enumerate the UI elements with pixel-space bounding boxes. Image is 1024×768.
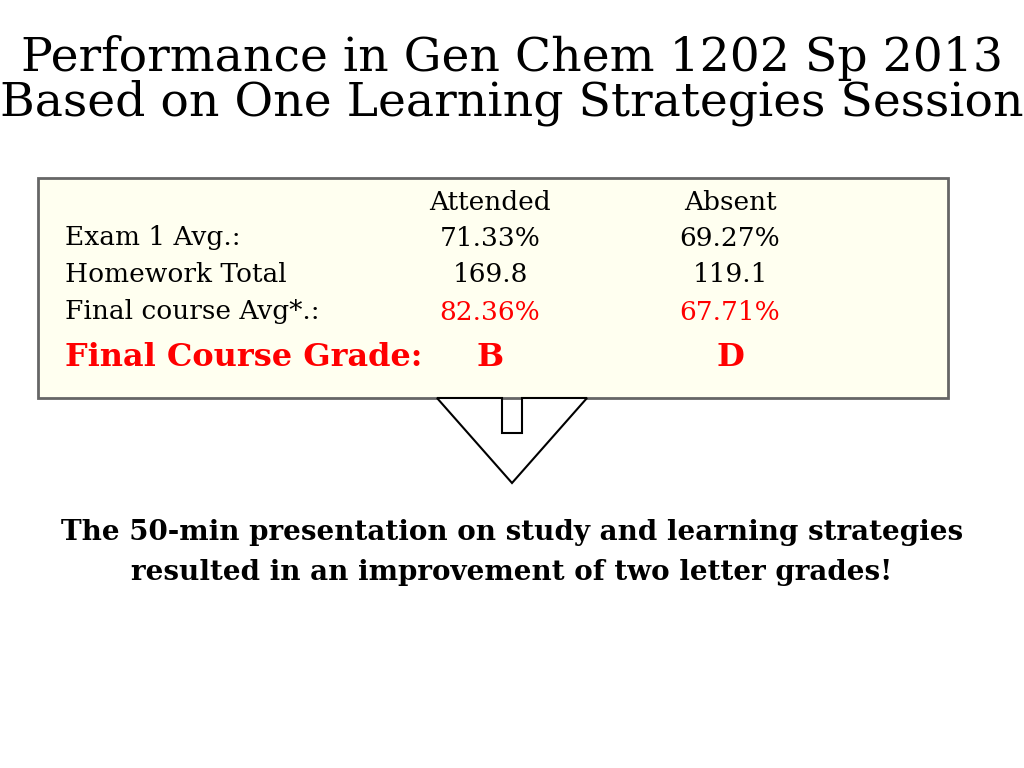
Text: The 50-min presentation on study and learning strategies: The 50-min presentation on study and lea…: [61, 519, 963, 547]
Text: Final course Avg*.:: Final course Avg*.:: [65, 300, 319, 325]
Text: 69.27%: 69.27%: [680, 226, 780, 250]
Text: Exam 1 Avg.:: Exam 1 Avg.:: [65, 226, 241, 250]
Text: Absent: Absent: [684, 190, 776, 216]
Text: Performance in Gen Chem 1202 Sp 2013: Performance in Gen Chem 1202 Sp 2013: [22, 35, 1002, 81]
Polygon shape: [437, 398, 587, 483]
Text: 71.33%: 71.33%: [439, 226, 541, 250]
Text: 67.71%: 67.71%: [680, 300, 780, 325]
Text: resulted in an improvement of two letter grades!: resulted in an improvement of two letter…: [131, 560, 893, 587]
Text: 169.8: 169.8: [453, 263, 527, 287]
Text: Attended: Attended: [429, 190, 551, 216]
Text: Homework Total: Homework Total: [65, 263, 287, 287]
Text: 119.1: 119.1: [692, 263, 768, 287]
FancyBboxPatch shape: [38, 178, 948, 398]
Text: B: B: [476, 343, 504, 373]
Text: 82.36%: 82.36%: [439, 300, 541, 325]
Text: D: D: [716, 343, 744, 373]
Text: Final Course Grade:: Final Course Grade:: [65, 343, 423, 373]
Text: Based on One Learning Strategies Session: Based on One Learning Strategies Session: [0, 80, 1024, 126]
